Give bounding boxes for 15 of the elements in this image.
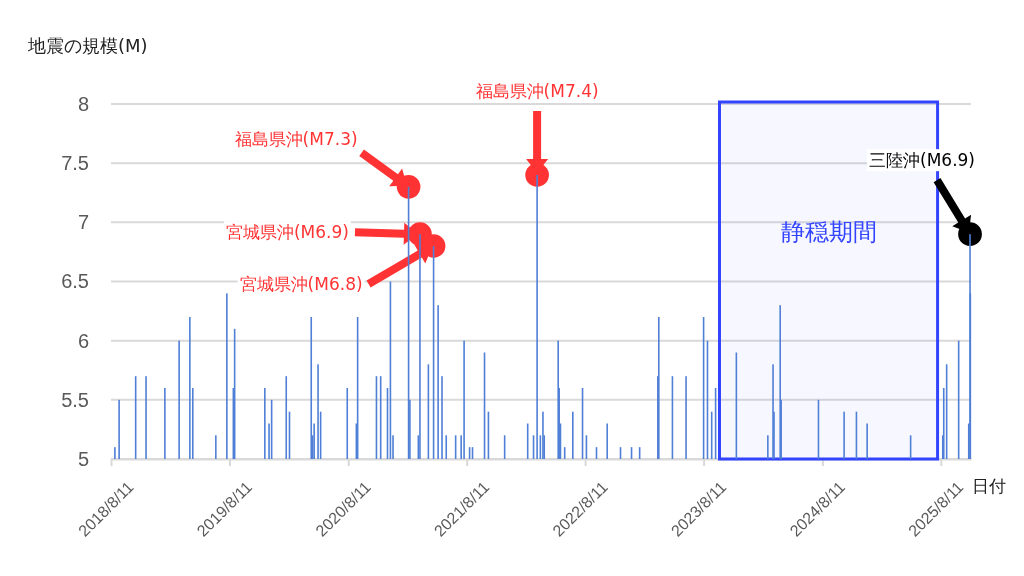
y-tick-label: 5.5 (61, 388, 89, 411)
y-tick-label: 8 (77, 92, 89, 115)
x-axis-title: 日付 (972, 476, 1006, 496)
annotation: 宮城県沖(M6.9) (225, 222, 349, 243)
text: 福島県沖(M7.4) (475, 81, 599, 101)
y-tick-label: 6 (77, 329, 89, 352)
y-tick-label: 5 (77, 447, 89, 470)
annotation: 福島県沖(M7.3) (234, 128, 358, 149)
y-tick-label: 7 (77, 211, 89, 234)
y-tick-label: 6.5 (61, 270, 89, 293)
annotation: 三陸沖(M6.9) (869, 150, 976, 171)
band-label: 静穏期間 (780, 218, 877, 246)
y-axis-title: 地震の規模(M) (27, 35, 148, 56)
annotation: 宮城県沖(M6.8) (239, 274, 363, 294)
y-tick-label: 7.5 (61, 152, 89, 175)
